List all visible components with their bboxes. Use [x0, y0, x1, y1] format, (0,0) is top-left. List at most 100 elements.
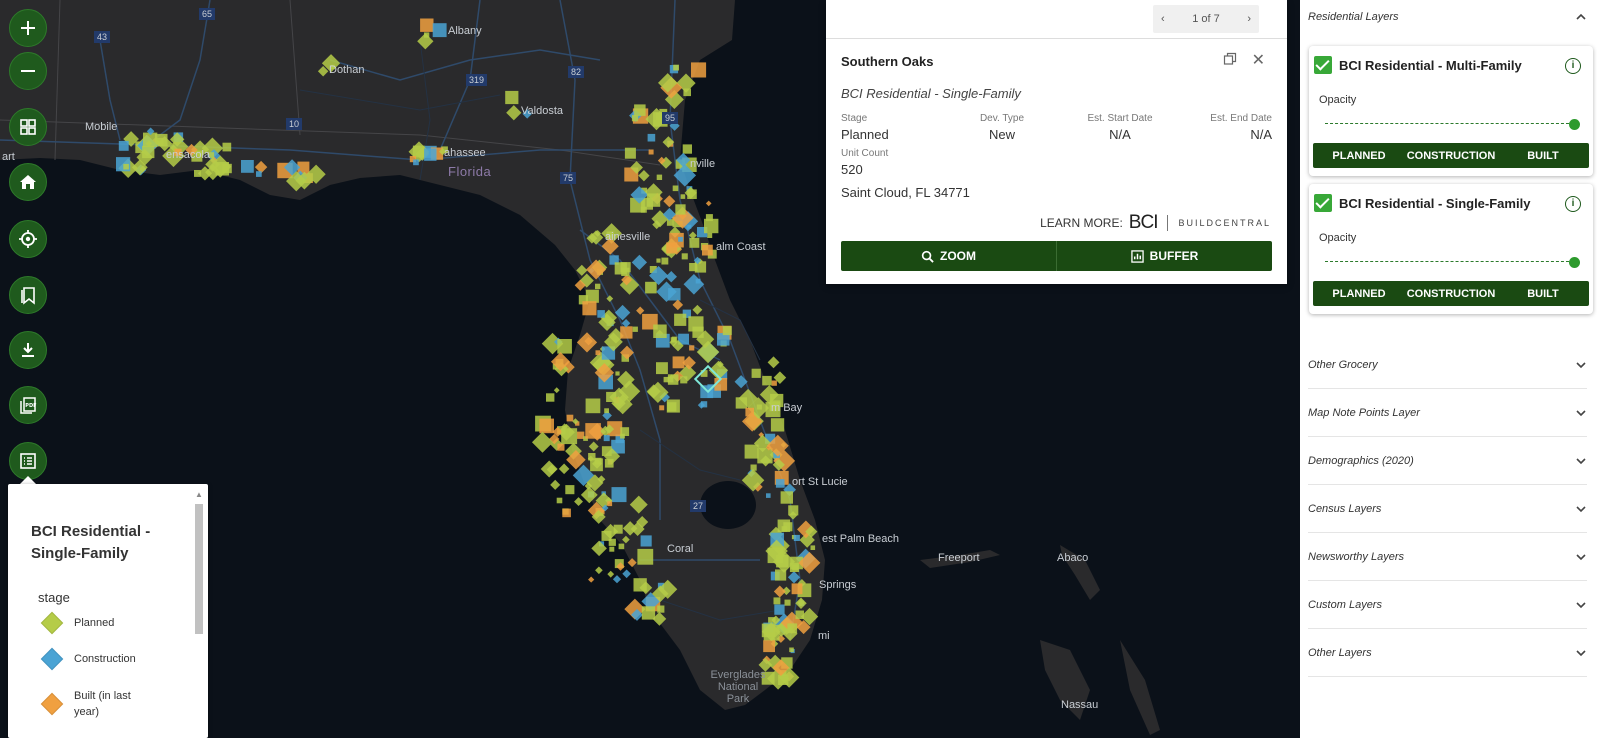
map-marker[interactable]: [540, 460, 558, 478]
map-marker[interactable]: [795, 610, 805, 620]
map-marker[interactable]: [197, 166, 213, 181]
slider-handle[interactable]: [1569, 257, 1580, 268]
map-marker[interactable]: [758, 658, 773, 672]
map-marker[interactable]: [586, 232, 598, 244]
map-marker[interactable]: [796, 620, 811, 635]
map-marker[interactable]: [675, 159, 685, 169]
map-marker[interactable]: [788, 511, 798, 520]
map-marker[interactable]: [630, 521, 645, 537]
map-marker[interactable]: [146, 127, 155, 136]
map-marker[interactable]: [645, 281, 657, 294]
stage-filter-construction[interactable]: CONSTRUCTION: [1406, 287, 1496, 300]
map-marker[interactable]: [693, 256, 702, 265]
map-marker[interactable]: [417, 33, 434, 50]
map-marker[interactable]: [601, 446, 612, 456]
map-marker[interactable]: [667, 376, 674, 383]
opacity-slider[interactable]: [1325, 119, 1580, 130]
map-marker[interactable]: [606, 231, 614, 239]
map-marker[interactable]: [557, 339, 572, 354]
map-marker[interactable]: [565, 485, 575, 495]
map-marker[interactable]: [620, 326, 633, 339]
map-marker[interactable]: [789, 647, 794, 653]
map-marker[interactable]: [770, 393, 784, 408]
map-marker[interactable]: [505, 90, 519, 105]
map-marker[interactable]: [627, 558, 637, 568]
map-marker[interactable]: [681, 253, 688, 260]
map-marker[interactable]: [783, 522, 793, 532]
map-marker[interactable]: [123, 163, 129, 170]
map-marker[interactable]: [704, 218, 719, 234]
map-marker[interactable]: [283, 159, 301, 176]
map-marker[interactable]: [773, 597, 781, 605]
map-marker[interactable]: [630, 608, 644, 621]
map-marker[interactable]: [767, 356, 780, 369]
map-marker[interactable]: [256, 171, 262, 177]
map-marker[interactable]: [118, 140, 129, 151]
map-marker[interactable]: [330, 64, 335, 70]
prev-feature-icon[interactable]: ‹: [1161, 13, 1165, 25]
map-marker[interactable]: [591, 540, 607, 557]
map-marker[interactable]: [601, 530, 612, 541]
map-marker[interactable]: [784, 599, 791, 606]
dock-icon[interactable]: [1223, 52, 1237, 66]
map-marker[interactable]: [705, 214, 713, 222]
info-icon[interactable]: i: [1565, 58, 1581, 74]
locate-button[interactable]: [9, 220, 47, 258]
map-marker[interactable]: [608, 538, 616, 546]
map-marker[interactable]: [683, 88, 691, 97]
map-marker[interactable]: [692, 326, 704, 338]
map-marker[interactable]: [680, 194, 686, 199]
map-marker[interactable]: [191, 140, 210, 159]
map-marker[interactable]: [697, 401, 706, 409]
map-marker[interactable]: [760, 455, 772, 467]
map-marker[interactable]: [574, 279, 586, 291]
map-marker[interactable]: [424, 32, 430, 38]
map-marker[interactable]: [601, 504, 609, 512]
map-marker[interactable]: [663, 376, 669, 383]
map-marker[interactable]: [766, 493, 771, 498]
map-marker[interactable]: [209, 155, 232, 178]
map-marker[interactable]: [722, 326, 732, 336]
map-marker[interactable]: [694, 261, 707, 273]
map-marker[interactable]: [142, 145, 155, 159]
map-marker[interactable]: [666, 242, 678, 254]
checkbox-checked-icon[interactable]: [1314, 56, 1332, 74]
map-marker[interactable]: [420, 18, 434, 32]
map-marker[interactable]: [637, 548, 654, 565]
map-marker[interactable]: [689, 263, 698, 272]
map-marker[interactable]: [622, 535, 630, 544]
map-marker[interactable]: [672, 340, 684, 352]
layer-toggle-single-family[interactable]: BCI Residential - Single-Family: [1314, 194, 1530, 212]
map-marker[interactable]: [672, 185, 679, 192]
map-marker[interactable]: [576, 264, 588, 276]
map-marker[interactable]: [562, 508, 571, 518]
map-marker[interactable]: [778, 674, 789, 685]
slider-handle[interactable]: [1569, 119, 1580, 130]
map-marker[interactable]: [761, 622, 781, 642]
map-marker[interactable]: [652, 611, 667, 626]
map-marker[interactable]: [577, 431, 585, 439]
map-marker[interactable]: [594, 363, 615, 383]
map-marker[interactable]: [657, 156, 666, 165]
map-marker[interactable]: [675, 204, 686, 215]
map-marker[interactable]: [131, 159, 148, 176]
map-marker[interactable]: [734, 375, 748, 389]
map-marker[interactable]: [594, 457, 602, 465]
map-marker[interactable]: [174, 148, 182, 156]
map-marker[interactable]: [741, 469, 765, 492]
map-marker[interactable]: [682, 309, 691, 318]
opacity-slider[interactable]: [1325, 257, 1580, 268]
layer-toggle-multi-family[interactable]: BCI Residential - Multi-Family: [1314, 56, 1522, 74]
map-marker[interactable]: [657, 582, 665, 589]
map-marker[interactable]: [692, 304, 703, 315]
map-marker[interactable]: [585, 289, 599, 303]
map-marker[interactable]: [656, 258, 661, 263]
map-marker[interactable]: [659, 405, 665, 411]
map-marker[interactable]: [594, 230, 602, 237]
selected-feature-highlight[interactable]: [693, 364, 723, 394]
map-marker[interactable]: [157, 136, 173, 152]
map-marker[interactable]: [629, 495, 648, 514]
map-marker[interactable]: [539, 418, 554, 434]
map-marker[interactable]: [800, 607, 819, 626]
map-marker[interactable]: [614, 262, 627, 275]
